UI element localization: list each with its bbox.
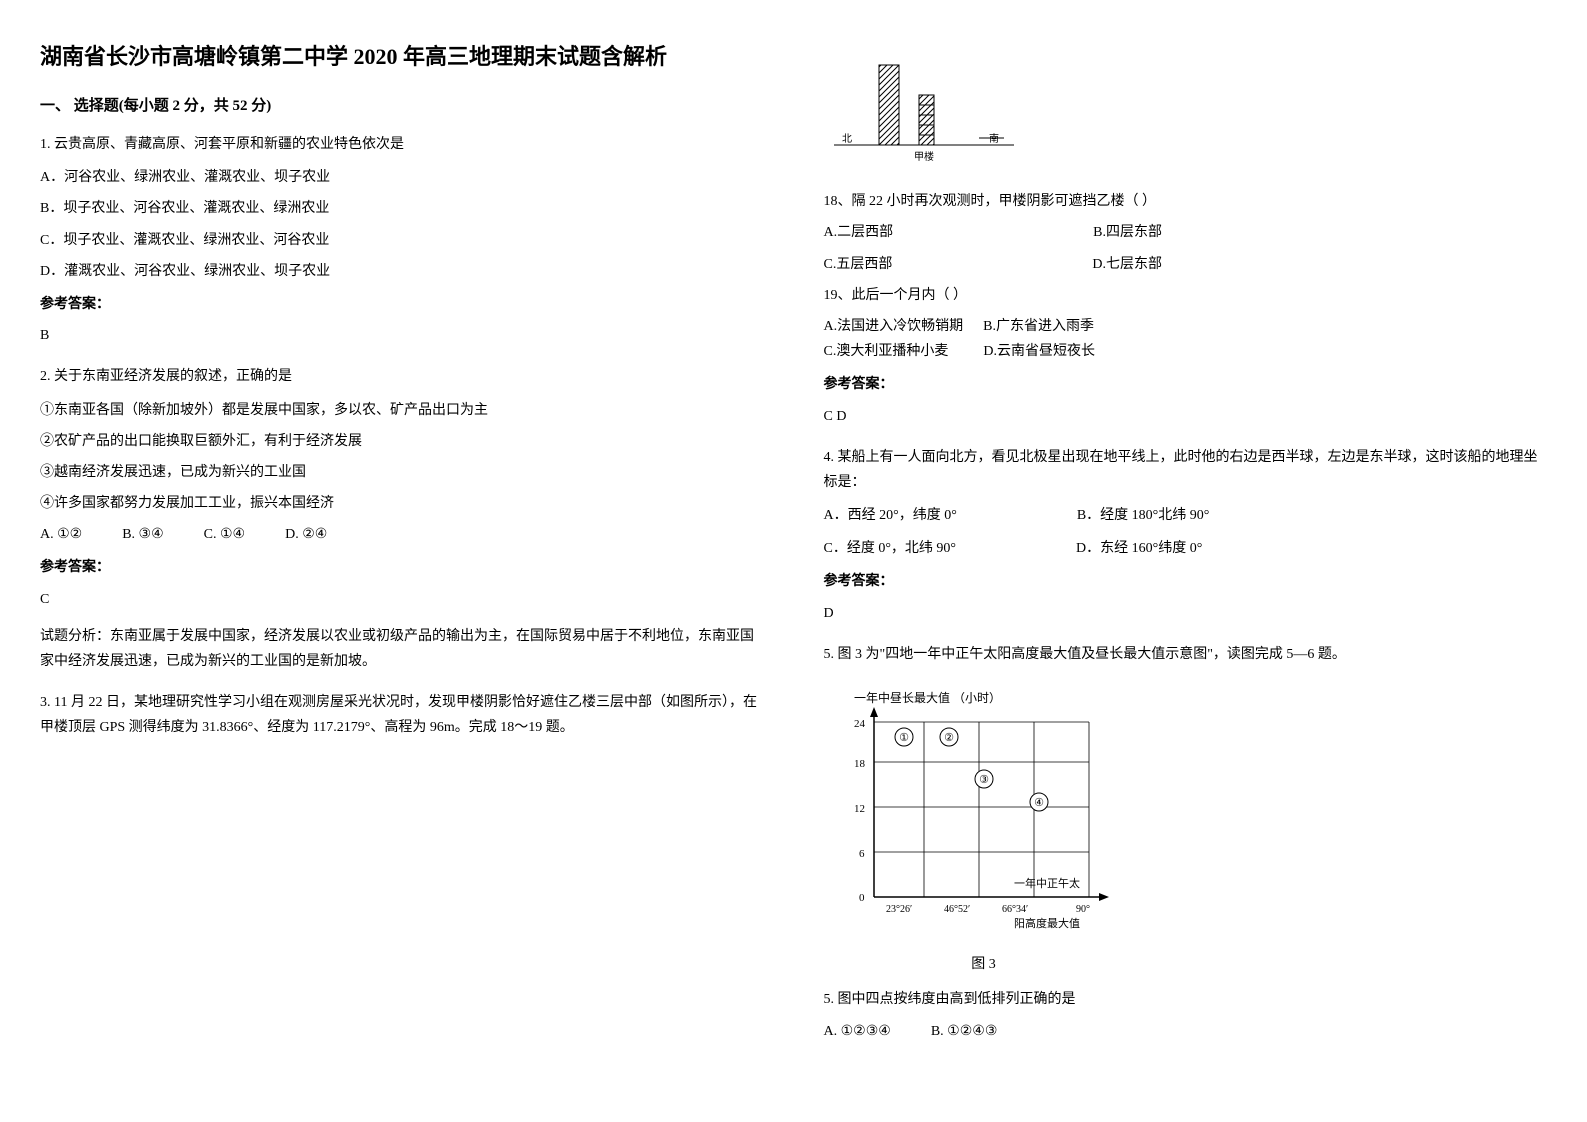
left-column: 湖南省长沙市高塘岭镇第二中学 2020 年高三地理期末试题含解析 一、 选择题(… — [40, 40, 764, 1060]
q1-text: 1. 云贵高原、青藏高原、河套平原和新疆的农业特色依次是 — [40, 132, 764, 157]
svg-text:66°34′: 66°34′ — [1002, 904, 1028, 915]
q3-answer: C D — [824, 404, 1548, 429]
svg-text:④: ④ — [1034, 797, 1044, 809]
q4-option-a: A．西经 20°，纬度 0° — [824, 503, 957, 528]
svg-text:②: ② — [944, 732, 954, 744]
q2-option-c: C. ①④ — [204, 522, 245, 547]
q18-option-d: D.七层东部 — [1092, 252, 1162, 277]
q5-option-b: B. ①②④③ — [931, 1019, 998, 1044]
question-1: 1. 云贵高原、青藏高原、河套平原和新疆的农业特色依次是 A．河谷农业、绿洲农业… — [40, 132, 764, 348]
question-5: 5. 图 3 为"四地一年中正午太阳高度最大值及昼长最大值示意图"，读图完成 5… — [824, 642, 1548, 1044]
q2-options: A. ①② B. ③④ C. ①④ D. ②④ — [40, 522, 764, 547]
right-column: 北 南 甲楼 18、隔 22 小时再次观测时，甲楼阴影可遮挡乙楼（ ） A.二层… — [824, 40, 1548, 1060]
q18-option-a: A.二层西部 — [824, 220, 894, 245]
q1-answer-label: 参考答案： — [40, 292, 764, 317]
q4-answer: D — [824, 601, 1548, 626]
north-label: 北 — [842, 133, 852, 145]
q5-sub: 5. 图中四点按纬度由高到低排列正确的是 — [824, 987, 1548, 1012]
question-4: 4. 某船上有一人面向北方，看见北极星出现在地平线上，此时他的右边是西半球，左边… — [824, 445, 1548, 626]
chart-caption: 图 3 — [824, 952, 1144, 977]
svg-text:①: ① — [899, 732, 909, 744]
q19-option-b: B.广东省进入雨季 — [983, 314, 1094, 339]
svg-text:6: 6 — [859, 848, 865, 860]
section-1-heading: 一、 选择题(每小题 2 分，共 52 分) — [40, 93, 764, 120]
q19-option-c: C.澳大利亚播种小麦 — [824, 339, 949, 364]
q2-option-a: A. ①② — [40, 522, 82, 547]
document-title: 湖南省长沙市高塘岭镇第二中学 2020 年高三地理期末试题含解析 — [40, 40, 764, 73]
q2-statement-2: ②农矿产品的出口能换取巨额外汇，有利于经济发展 — [40, 429, 764, 454]
q3-answer-label: 参考答案： — [824, 372, 1548, 397]
chart-container: 一年中昼长最大值 （小时） 0 6 12 18 24 — [824, 677, 1548, 977]
q2-option-b: B. ③④ — [122, 522, 163, 547]
question-2: 2. 关于东南亚经济发展的叙述，正确的是 ①东南亚各国（除新加坡外）都是发展中国… — [40, 364, 764, 674]
jia-label: 甲楼 — [914, 150, 934, 163]
chart-x-label-1: 一年中正午太 — [1014, 876, 1080, 890]
q1-option-b: B．坝子农业、河谷农业、灌溉农业、绿洲农业 — [40, 196, 764, 221]
svg-text:23°26′: 23°26′ — [886, 904, 912, 915]
q5-option-a: A. ①②③④ — [824, 1019, 891, 1044]
q2-analysis: 试题分析：东南亚属于发展中国家，经济发展以农业或初级产品的输出为主，在国际贸易中… — [40, 624, 764, 674]
q2-option-d: D. ②④ — [285, 522, 327, 547]
q1-option-c: C．坝子农业、灌溉农业、绿洲农业、河谷农业 — [40, 228, 764, 253]
q4-text: 4. 某船上有一人面向北方，看见北极星出现在地平线上，此时他的右边是西半球，左边… — [824, 445, 1548, 495]
q2-statement-4: ④许多国家都努力发展加工工业，振兴本国经济 — [40, 491, 764, 516]
q2-answer: C — [40, 587, 764, 612]
svg-text:12: 12 — [854, 803, 865, 815]
svg-text:46°52′: 46°52′ — [944, 904, 970, 915]
question-3-subs: 18、隔 22 小时再次观测时，甲楼阴影可遮挡乙楼（ ） A.二层西部 B.四层… — [824, 189, 1548, 429]
q1-option-d: D．灌溉农业、河谷农业、绿洲农业、坝子农业 — [40, 259, 764, 284]
building-diagram: 北 南 甲楼 — [824, 50, 1024, 170]
q18-option-c: C.五层西部 — [824, 252, 893, 277]
q19-option-d: D.云南省昼短夜长 — [983, 339, 1095, 364]
svg-text:18: 18 — [854, 758, 866, 770]
q2-statement-1: ①东南亚各国（除新加坡外）都是发展中国家，多以农、矿产品出口为主 — [40, 398, 764, 423]
q19-option-a: A.法国进入冷饮畅销期 — [824, 314, 964, 339]
svg-text:24: 24 — [854, 718, 866, 730]
svg-text:③: ③ — [979, 774, 989, 786]
q4-answer-label: 参考答案： — [824, 569, 1548, 594]
q3-text: 3. 11 月 22 日，某地理研究性学习小组在观测房屋采光状况时，发现甲楼阴影… — [40, 690, 764, 740]
q5-text: 5. 图 3 为"四地一年中正午太阳高度最大值及昼长最大值示意图"，读图完成 5… — [824, 642, 1548, 667]
q18-option-b: B.四层东部 — [1093, 220, 1162, 245]
q18-text: 18、隔 22 小时再次观测时，甲楼阴影可遮挡乙楼（ ） — [824, 189, 1548, 214]
q2-statement-3: ③越南经济发展迅速，已成为新兴的工业国 — [40, 460, 764, 485]
chart-x-label-2: 阳高度最大值 — [1014, 916, 1080, 930]
svg-text:90°: 90° — [1076, 904, 1090, 915]
q1-option-a: A．河谷农业、绿洲农业、灌溉农业、坝子农业 — [40, 165, 764, 190]
question-3: 3. 11 月 22 日，某地理研究性学习小组在观测房屋采光状况时，发现甲楼阴影… — [40, 690, 764, 740]
chart-y-label: 一年中昼长最大值 （小时） — [854, 690, 1001, 705]
q1-answer: B — [40, 323, 764, 348]
q4-option-b: B．经度 180°北纬 90° — [1077, 503, 1210, 528]
q19-text: 19、此后一个月内（ ） — [824, 283, 1548, 308]
sun-altitude-chart: 一年中昼长最大值 （小时） 0 6 12 18 24 — [824, 687, 1144, 937]
q2-text: 2. 关于东南亚经济发展的叙述，正确的是 — [40, 364, 764, 389]
q2-answer-label: 参考答案： — [40, 555, 764, 580]
q4-option-c: C．经度 0°，北纬 90° — [824, 536, 957, 561]
svg-text:0: 0 — [859, 892, 865, 904]
q4-option-d: D．东经 160°纬度 0° — [1076, 536, 1202, 561]
building-diagram-container: 北 南 甲楼 — [824, 50, 1548, 179]
